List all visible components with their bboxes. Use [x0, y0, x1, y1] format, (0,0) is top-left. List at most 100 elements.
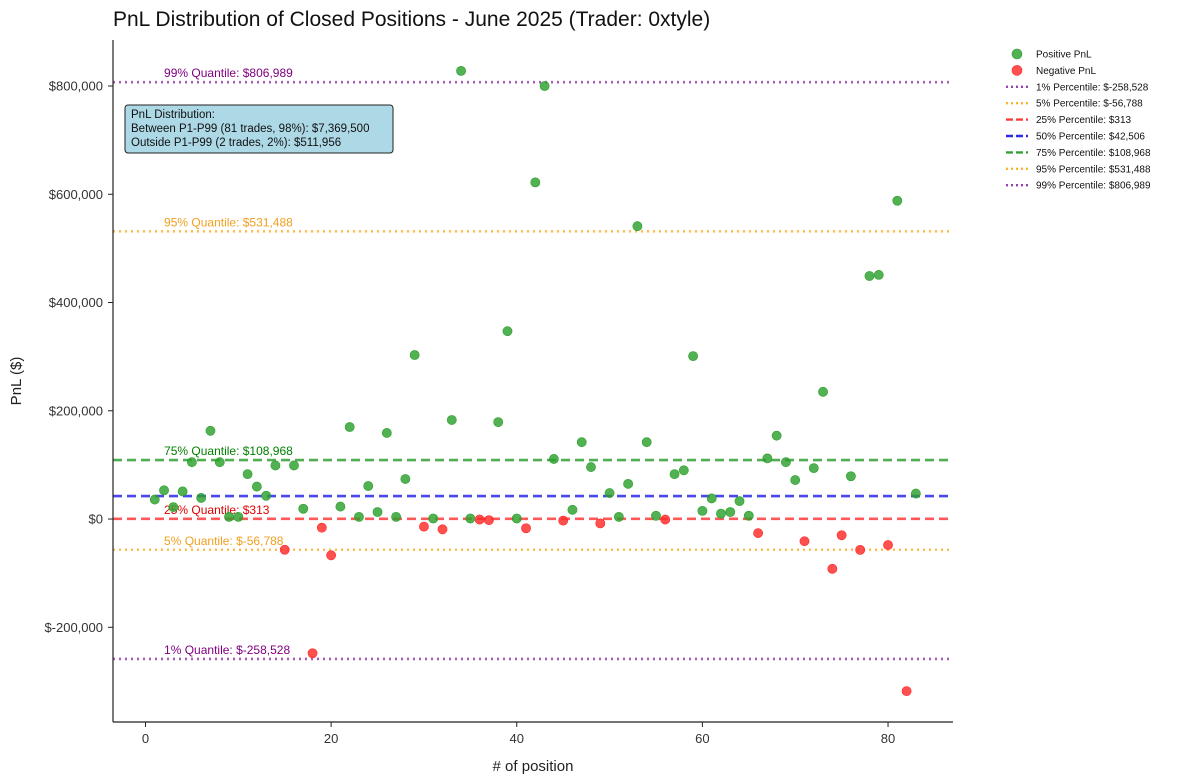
legend: Positive PnL Negative PnL 1% Percentile: $…	[1006, 48, 1151, 192]
positive-pnl-point	[641, 437, 652, 448]
info-box-line-3: Outside P1-P99 (2 trades, 2%): $511,956	[131, 137, 341, 149]
negative-pnl-point	[855, 544, 866, 555]
percentile-lines	[113, 80, 953, 661]
y-tick-label: $200,000	[49, 403, 103, 418]
positive-pnl-point	[298, 503, 309, 514]
positive-pnl-point	[335, 501, 346, 512]
positive-pnl-point	[233, 511, 244, 522]
positive-pnl-point	[354, 511, 364, 522]
negative-pnl-point	[316, 522, 327, 533]
x-tick-label: 40	[510, 731, 524, 746]
positive-pnl-point	[576, 437, 587, 448]
positive-pnl-point	[725, 507, 736, 517]
legend-label-5: 50% Percentile: $42,506	[1036, 132, 1145, 143]
positive-pnl-point	[242, 469, 253, 479]
positive-pnl-point	[186, 457, 197, 468]
info-box-line-1: PnL Distribution:	[131, 109, 215, 121]
positive-pnl-point	[706, 493, 717, 504]
pnl-info-box: PnL Distribution: Between P1-P99 (81 tra…	[124, 104, 394, 154]
negative-pnl-point	[521, 523, 531, 534]
positive-pnl-point	[697, 506, 708, 516]
positive-pnl-point	[688, 351, 699, 362]
legend-label-0: Positive PnL	[1036, 50, 1092, 61]
positive-pnl-point	[678, 465, 689, 476]
positive-pnl-point	[530, 177, 541, 188]
positive-pnl-point	[214, 457, 225, 468]
quantile-annotation-2: 75% Quantile: $108,968	[164, 444, 293, 458]
y-tick-label: $400,000	[49, 295, 103, 310]
info-box-background	[124, 104, 394, 154]
legend-marker-1	[1011, 65, 1023, 76]
positive-pnl-point	[511, 513, 522, 524]
quantile-annotations: 99% Quantile: $806,989 95% Quantile: $531…	[164, 66, 293, 657]
negative-pnl-point	[437, 524, 448, 535]
positive-pnl-point	[205, 425, 216, 436]
positive-pnl-point	[502, 326, 513, 337]
positive-pnl-point	[493, 417, 504, 428]
positive-pnl-point	[400, 474, 411, 484]
positive-pnl-point	[808, 463, 819, 474]
positive-pnl-point	[586, 462, 596, 472]
positive-pnl-point	[539, 81, 550, 91]
positive-pnl-point	[734, 496, 745, 507]
y-tick-label: $800,000	[49, 79, 103, 94]
positive-pnl-point	[149, 494, 160, 505]
positive-pnl-point	[818, 386, 828, 397]
negative-pnl-point	[307, 648, 318, 659]
y-axis-label: PnL ($)	[8, 357, 25, 406]
negative-pnl-point	[836, 530, 847, 541]
negative-pnl-point	[419, 521, 429, 532]
positive-pnl-point	[613, 511, 624, 522]
quantile-annotation-5: 1% Quantile: $-258,528	[164, 643, 290, 657]
positive-pnl-point	[743, 510, 754, 521]
quantile-annotation-1: 95% Quantile: $531,488	[164, 215, 293, 229]
axis-ticks: 0 20 40 60 80 $-200,000 $0 $200,000 $400,000 $600…	[44, 79, 895, 746]
positive-pnl-point	[372, 507, 383, 517]
positive-pnl-point	[846, 471, 856, 482]
positive-pnl-point	[456, 65, 466, 76]
positive-pnl-point	[363, 481, 374, 491]
negative-pnl-point	[753, 528, 763, 538]
positive-pnl-point	[669, 469, 680, 479]
positive-pnl-point	[251, 481, 262, 492]
positive-pnl-point	[762, 453, 773, 464]
info-box-line-2: Between P1-P99 (81 trades, 98%): $7,369,…	[131, 123, 369, 135]
positive-pnl-point	[892, 195, 903, 206]
axes	[112, 40, 953, 723]
positive-pnl-point	[344, 422, 355, 432]
positive-pnl-point	[548, 454, 559, 464]
legend-label-7: 95% Percentile: $531,488	[1036, 164, 1151, 175]
y-tick-label: $600,000	[49, 187, 103, 202]
legend-label-4: 25% Percentile: $313	[1036, 115, 1132, 126]
positive-pnl-point	[567, 504, 578, 515]
positive-pnl-point	[790, 475, 801, 485]
positive-pnl-point	[159, 485, 169, 496]
legend-label-6: 75% Percentile: $108,968	[1036, 148, 1151, 159]
legend-label-1: Negative PnL	[1036, 66, 1096, 77]
positive-pnl-point	[261, 490, 272, 501]
positive-pnl-point	[623, 478, 634, 489]
positive-pnl-point	[270, 460, 281, 471]
positive-pnl-point	[632, 221, 643, 232]
negative-pnl-point	[484, 515, 494, 526]
positive-pnl-point	[910, 488, 921, 499]
positive-pnl-point	[651, 510, 661, 521]
x-axis-label: # of position	[493, 758, 574, 775]
negative-pnl-point	[827, 563, 838, 574]
positive-pnl-point	[409, 350, 420, 360]
positive-pnl-point	[381, 428, 392, 438]
positive-pnl-point	[604, 488, 615, 498]
positive-pnl-point	[716, 508, 726, 519]
quantile-annotation-0: 99% Quantile: $806,989	[164, 66, 293, 80]
negative-pnl-point	[279, 544, 290, 555]
positive-pnl-point	[771, 430, 782, 441]
quantile-annotation-4: 5% Quantile: $-56,788	[164, 534, 284, 548]
positive-pnl-point	[289, 460, 299, 471]
positive-pnl-point	[781, 457, 791, 468]
legend-label-8: 99% Percentile: $806,989	[1036, 181, 1151, 192]
negative-pnl-point	[901, 686, 912, 697]
data-points	[149, 65, 921, 697]
y-tick-label: $0	[89, 512, 103, 527]
positive-pnl-point	[446, 415, 457, 425]
